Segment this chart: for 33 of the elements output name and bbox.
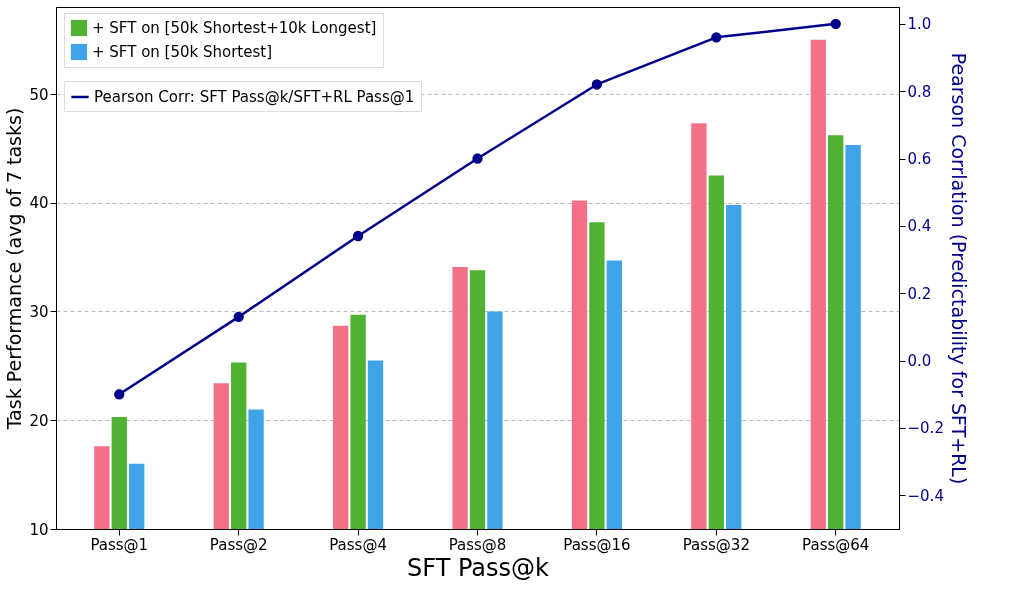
y2-axis-title: Pearson Corrlation (Predictability for SFT+RL)	[947, 52, 970, 485]
x-tick-label: Pass@2	[209, 535, 268, 554]
y2-tick-label: 0.8	[907, 82, 932, 101]
x-tick-label: Pass@16	[563, 535, 631, 554]
point	[711, 32, 722, 43]
point	[114, 389, 125, 400]
x-tick-label: Pass@8	[448, 535, 507, 554]
y2-tick-label: −0.2	[907, 419, 944, 438]
y-tick-label: 10	[29, 520, 49, 539]
point	[352, 230, 364, 242]
legend-label: Pearson Corr: SFT Pass@k/SFT+RL Pass@1	[94, 88, 415, 106]
x-tick-label: Pass@1	[90, 535, 149, 554]
y2-tick-label: 0.4	[907, 217, 932, 236]
y2-tick-label: −0.4	[907, 486, 944, 505]
legend-label: + SFT on [50k Shortest+10k Longest]	[92, 19, 377, 37]
point	[591, 79, 603, 90]
point	[233, 311, 244, 323]
y2-tick-label: 0.6	[907, 150, 932, 169]
x-tick-label: Pass@32	[682, 535, 750, 554]
legend-label: + SFT on [50k Shortest]	[92, 43, 273, 61]
y2-tick-label: 0.2	[907, 284, 932, 303]
y-tick-label: 40	[29, 194, 49, 213]
y-tick-label: 50	[29, 85, 49, 104]
y-tick-label: 30	[29, 303, 49, 321]
point	[472, 153, 483, 164]
point	[830, 18, 841, 30]
y2-tick-label: 1.0	[907, 15, 932, 34]
y-axis-title: Task Performance (avg of 7 tasks)	[3, 107, 26, 431]
x-tick-label: Pass@4	[329, 535, 387, 554]
y2-tick-label: 0.0	[907, 352, 932, 371]
y-tick-label: 20	[29, 411, 49, 430]
x-axis-title: SFT Pass@k	[407, 553, 550, 582]
x-tick-label: Pass@64	[802, 535, 870, 554]
